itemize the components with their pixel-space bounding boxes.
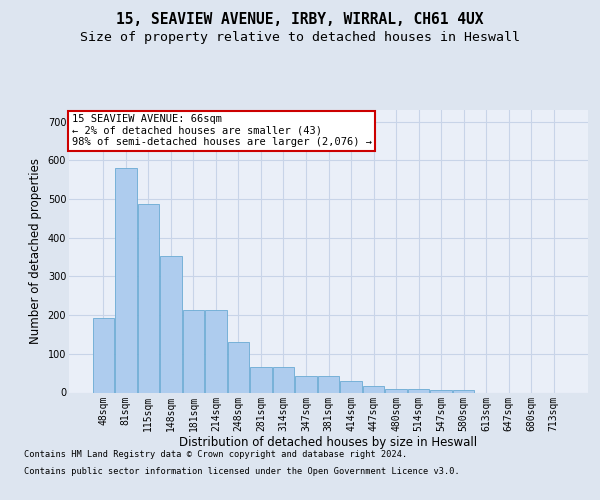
Text: 15 SEAVIEW AVENUE: 66sqm
← 2% of detached houses are smaller (43)
98% of semi-de: 15 SEAVIEW AVENUE: 66sqm ← 2% of detache… bbox=[71, 114, 371, 148]
X-axis label: Distribution of detached houses by size in Heswall: Distribution of detached houses by size … bbox=[179, 436, 478, 449]
Text: Size of property relative to detached houses in Heswall: Size of property relative to detached ho… bbox=[80, 31, 520, 44]
Bar bbox=[205, 310, 227, 392]
Bar bbox=[430, 390, 452, 392]
Bar bbox=[115, 168, 137, 392]
Bar bbox=[340, 381, 362, 392]
Text: Contains HM Land Registry data © Crown copyright and database right 2024.: Contains HM Land Registry data © Crown c… bbox=[24, 450, 407, 459]
Bar bbox=[273, 368, 294, 392]
Bar bbox=[385, 388, 407, 392]
Bar bbox=[182, 310, 204, 392]
Y-axis label: Number of detached properties: Number of detached properties bbox=[29, 158, 42, 344]
Bar bbox=[295, 376, 317, 392]
Bar bbox=[250, 368, 272, 392]
Bar bbox=[363, 386, 384, 392]
Bar bbox=[92, 318, 114, 392]
Bar bbox=[318, 376, 339, 392]
Text: Contains public sector information licensed under the Open Government Licence v3: Contains public sector information licen… bbox=[24, 468, 460, 476]
Bar bbox=[228, 342, 249, 392]
Bar bbox=[408, 388, 429, 392]
Bar bbox=[137, 204, 159, 392]
Bar bbox=[453, 390, 475, 392]
Bar bbox=[160, 256, 182, 392]
Text: 15, SEAVIEW AVENUE, IRBY, WIRRAL, CH61 4UX: 15, SEAVIEW AVENUE, IRBY, WIRRAL, CH61 4… bbox=[116, 12, 484, 28]
